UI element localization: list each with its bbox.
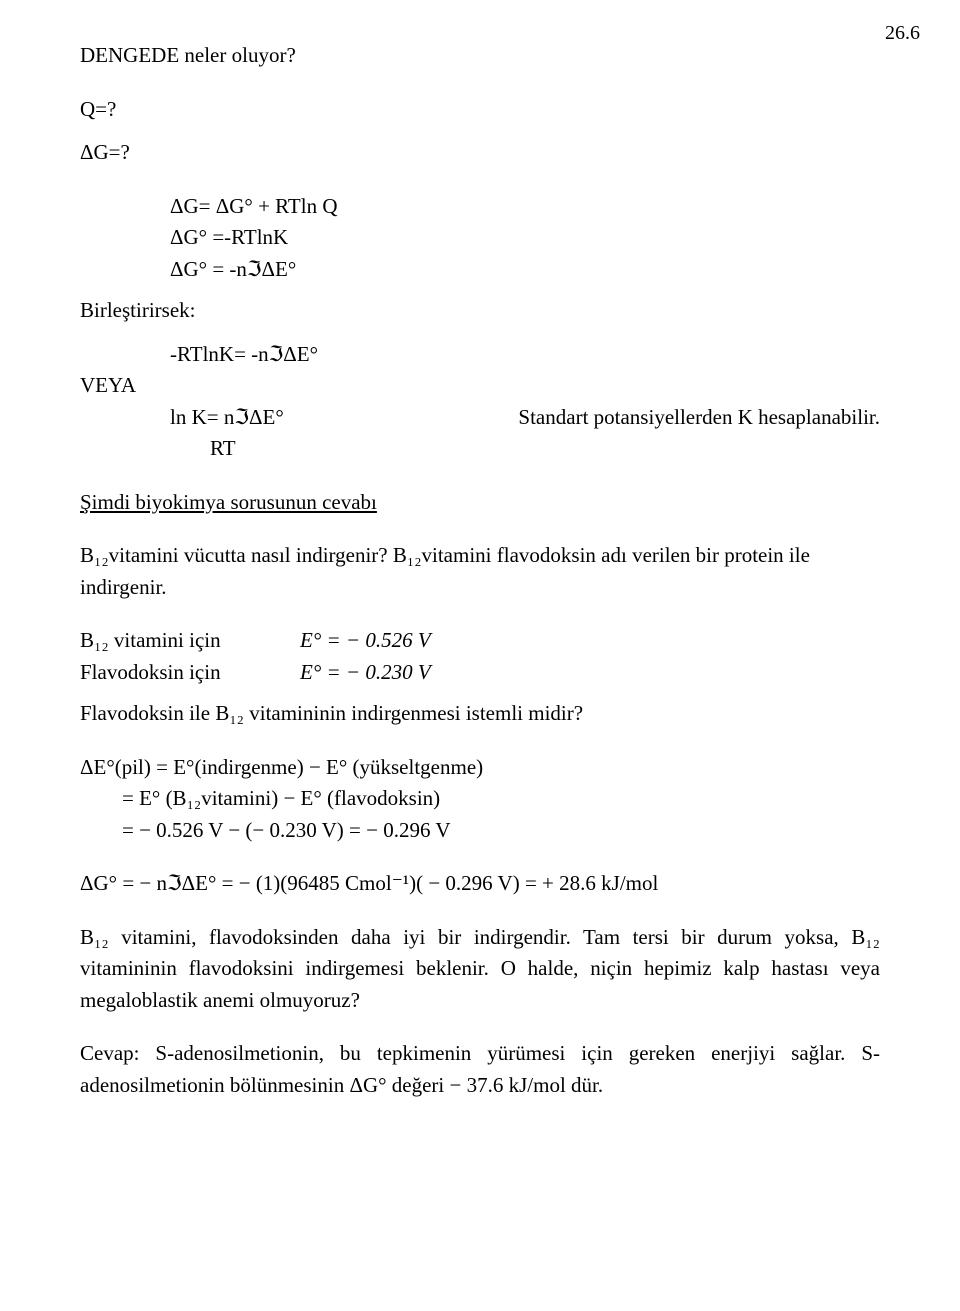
couple-b12-label: B₁₂ vitamini için (80, 625, 260, 657)
heading: DENGEDE neler oluyor? (80, 40, 880, 72)
conclusion: B₁₂ vitamini, flavodoksinden daha iyi bi… (80, 922, 880, 1017)
eq-dg-std-njde: ΔG° = -nℑΔE° (170, 254, 880, 286)
istemli-question: Flavodoksin ile B₁₂ vitamininin indirgen… (80, 698, 880, 730)
eq-dg: ΔG= ΔG° + RTln Q (170, 191, 880, 223)
combine-label: Birleştirirsek: (80, 295, 880, 327)
rtlnk-eq: -RTlnK= -nℑΔE° (170, 339, 880, 371)
couple-b12: B₁₂ vitamini için E° = − 0.526 V (80, 625, 880, 657)
veya-label: VEYA (80, 370, 880, 402)
couple-b12-value: E° = − 0.526 V (300, 625, 431, 657)
de-l1: ΔE°(pil) = E°(indirgenme) − E° (yükseltg… (80, 752, 880, 784)
couple-flav-value: E° = − 0.230 V (300, 657, 431, 689)
answer: Cevap: S-adenosilmetionin, bu tepkimenin… (80, 1038, 880, 1101)
delta-g-equals: ΔG=? (80, 137, 880, 169)
rt-block: -RTlnK= -nℑΔE° (170, 339, 880, 371)
eq-dg-std-rtlnk: ΔG° =-RTlnK (170, 222, 880, 254)
b12-intro: B₁₂vitamini vücutta nasıl indirgenir? B₁… (80, 540, 880, 603)
equation-block: ΔG= ΔG° + RTln Q ΔG° =-RTlnK ΔG° = -nℑΔE… (170, 191, 880, 286)
de-l2: = E° (B₁₂vitamini) − E° (flavodoksin) (80, 783, 880, 815)
lnk-rhs: Standart potansiyellerden K hesaplanabil… (518, 402, 880, 434)
lnk-line: ln K= nℑΔE° Standart potansiyellerden K … (170, 402, 880, 465)
de-l3: = − 0.526 V − (− 0.230 V) = − 0.296 V (80, 815, 880, 847)
rt-divisor: RT (210, 433, 880, 465)
couple-flavodoksin: Flavodoksin için E° = − 0.230 V (80, 657, 880, 689)
delta-e-derivation: ΔE°(pil) = E°(indirgenme) − E° (yükseltg… (80, 752, 880, 847)
lnk-lhs: ln K= nℑΔE° (170, 402, 284, 434)
q-equals: Q=? (80, 94, 880, 126)
page: 26.6 DENGEDE neler oluyor? Q=? ΔG=? ΔG= … (0, 0, 960, 1311)
couple-flav-label: Flavodoksin için (80, 657, 260, 689)
page-number: 26.6 (885, 18, 920, 48)
dg-calc: ΔG° = − nℑΔE° = − (1)(96485 Cmol⁻¹)( − 0… (80, 868, 880, 900)
biokimya-heading: Şimdi biyokimya sorusunun cevabı (80, 487, 880, 519)
